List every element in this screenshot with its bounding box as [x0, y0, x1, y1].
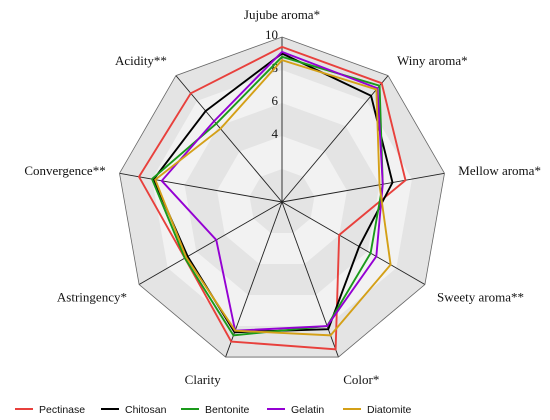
axis-label: Convergence**	[24, 163, 105, 178]
axis-label: Winy aroma*	[397, 53, 468, 68]
series-line-pectinase	[137, 45, 407, 351]
legend-label-chitosan: Chitosan	[125, 404, 167, 416]
axis-label: Mellow aroma*	[458, 163, 541, 178]
axis-labels: Jujube aroma* Winy aroma* Mellow aroma* Swe…	[24, 7, 541, 387]
grid-spoke	[138, 201, 283, 285]
axis-label: Sweety aroma**	[437, 290, 524, 305]
legend-label-gelatin: Gelatin	[291, 404, 324, 416]
series-group	[137, 45, 407, 351]
grid-spoke	[119, 172, 283, 203]
grid-spoke	[281, 201, 426, 285]
series-line-bentonite	[150, 55, 384, 337]
grid-spoke	[175, 75, 283, 203]
tick-label: 4	[272, 126, 279, 141]
grid-spoke	[281, 201, 339, 358]
axis-label: Astringency*	[57, 290, 127, 305]
legend-label-pectinase: Pectinase	[39, 404, 85, 416]
tick-label: 6	[272, 93, 279, 108]
series-line-diatomite	[154, 59, 392, 337]
grid-spoke	[281, 172, 445, 203]
grid-ring-outer	[119, 36, 445, 358]
axis-label: Jujube aroma*	[244, 7, 320, 22]
axis-label: Color*	[343, 372, 379, 387]
legend: Pectinase Chitosan Bentonite Gelatin Diatomi…	[15, 404, 412, 416]
axis-label: Clarity	[185, 372, 222, 387]
tick-label: 10	[265, 27, 278, 42]
axis-label: Acidity**	[115, 53, 167, 68]
grid-rings	[119, 36, 445, 358]
legend-label-diatomite: Diatomite	[367, 404, 412, 416]
legend-label-bentonite: Bentonite	[205, 404, 250, 416]
series-line-gelatin	[160, 50, 384, 332]
